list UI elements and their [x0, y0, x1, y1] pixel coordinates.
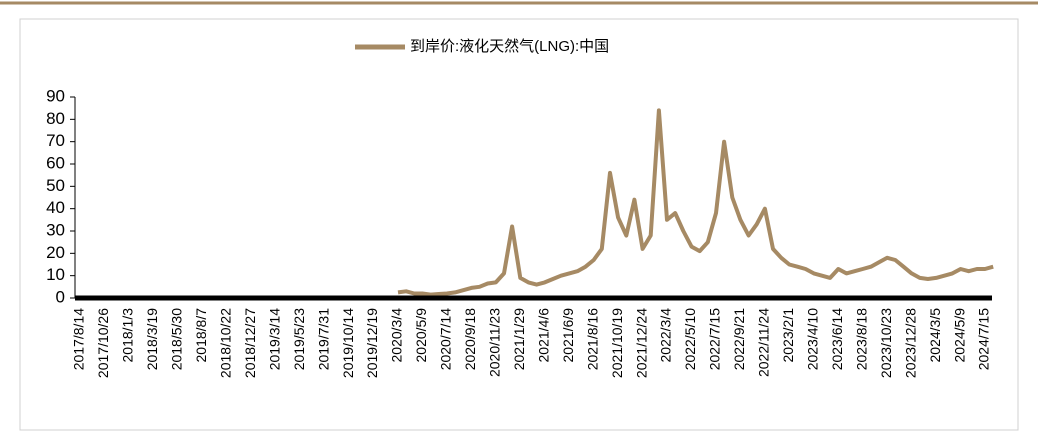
- y-tick-label: 20: [46, 243, 65, 262]
- x-tick-label: 2021/4/6: [535, 308, 551, 363]
- x-tick-label: 2020/9/18: [462, 308, 478, 370]
- x-tick-label: 2021/1/29: [511, 308, 527, 370]
- x-tick-label: 2019/5/23: [291, 308, 307, 370]
- x-tick-label: 2019/7/31: [315, 308, 331, 370]
- x-tick-label: 2021/12/24: [633, 308, 649, 378]
- frame: [19, 18, 1019, 431]
- series-line: [397, 108, 994, 297]
- x-tick-label: 2022/11/24: [756, 308, 772, 377]
- x-tick-label: 2022/9/21: [731, 308, 747, 370]
- x-tick-label: 2023/4/10: [805, 308, 821, 370]
- x-tick-label: 2017/10/26: [95, 308, 111, 378]
- x-tick-label: 2024/5/9: [951, 308, 967, 363]
- x-tick-label: 2017/8/14: [71, 308, 87, 370]
- x-tick-label: 2020/5/9: [413, 308, 429, 363]
- x-tick-label: 2019/10/14: [340, 308, 356, 378]
- x-tick-label: 2022/5/10: [682, 308, 698, 370]
- x-tick-label: 2021/8/16: [584, 308, 600, 370]
- x-tick-label: 2018/10/22: [217, 308, 233, 378]
- x-tick-label: 2018/12/27: [242, 308, 258, 378]
- x-tick-label: 2018/1/3: [120, 308, 136, 363]
- x-tick-label: 2018/8/7: [193, 308, 209, 363]
- legend-label: 到岸价:液化天然气(LNG):中国: [410, 38, 609, 55]
- x-tick-label: 2023/8/18: [853, 308, 869, 370]
- x-tick-label: 2018/5/30: [169, 308, 185, 370]
- x-tick-label: 2020/11/23: [487, 308, 503, 377]
- x-tick-label: 2023/12/28: [902, 308, 918, 378]
- y-tick-label: 80: [46, 109, 65, 128]
- y-tick-label: 40: [46, 198, 65, 217]
- x-tick-label: 2023/2/1: [780, 308, 796, 363]
- x-tick-label: 2020/3/4: [389, 308, 405, 363]
- x-tick-label: 2023/10/23: [878, 308, 894, 378]
- x-tick-label: 2024/7/15: [976, 308, 992, 370]
- x-tick-label: 2018/3/19: [144, 308, 160, 370]
- x-tick-label: 2024/3/5: [927, 308, 943, 363]
- x-tick-label: 2021/6/9: [560, 308, 576, 363]
- x-tick-label: 2022/7/15: [707, 308, 723, 370]
- x-tick-label: 2019/12/19: [364, 308, 380, 378]
- x-tick-label: 2020/7/14: [438, 308, 454, 370]
- y-tick-label: 50: [46, 176, 65, 195]
- x-tick-label: 2023/6/14: [829, 308, 845, 370]
- y-tick-label: 30: [46, 220, 65, 239]
- x-tick-label: 2022/3/4: [658, 308, 674, 363]
- x-tick-label: 2019/3/14: [266, 308, 282, 370]
- y-tick-label: 0: [56, 287, 65, 306]
- y-tick-label: 60: [46, 153, 65, 172]
- x-tick-label: 2021/10/19: [609, 308, 625, 378]
- y-tick-label: 70: [46, 131, 65, 150]
- y-tick-label: 90: [46, 86, 65, 105]
- y-tick-label: 10: [46, 265, 65, 284]
